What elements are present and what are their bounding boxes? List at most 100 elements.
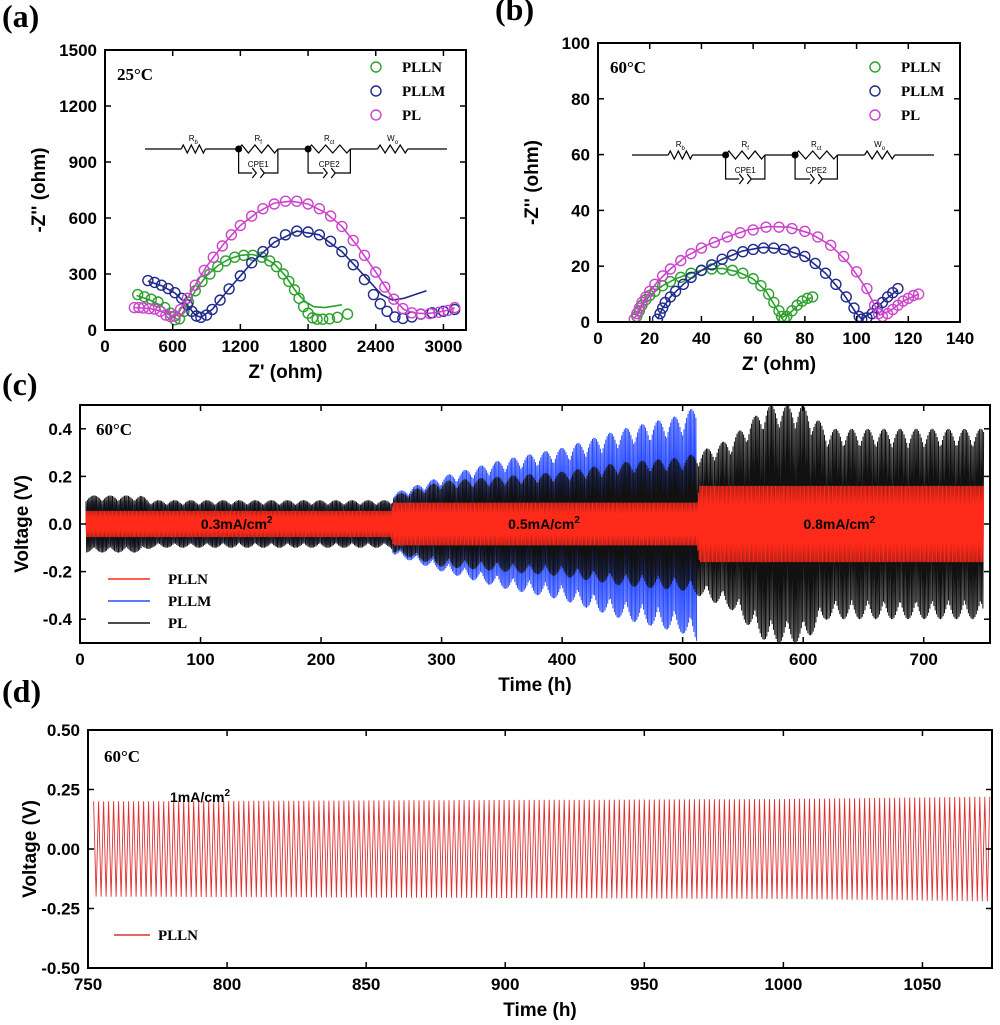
axes-frame <box>104 49 467 331</box>
cpe-symbol <box>330 167 336 179</box>
data-point-pl <box>649 278 661 291</box>
data-point-pl <box>137 302 150 314</box>
circuit-label-main: R <box>189 134 195 143</box>
data-point-pl <box>291 195 303 207</box>
data-point-pllm <box>677 278 690 291</box>
x-tick-label: 0 <box>75 650 84 669</box>
current-density-value: 1mA/cm <box>170 789 224 805</box>
data-point-plln <box>283 275 295 288</box>
data-point-pl <box>656 270 669 282</box>
cpe-symbol <box>322 167 328 179</box>
y-tick-label: 0.25 <box>47 781 80 800</box>
x-tick-label: 20 <box>640 329 659 348</box>
circuit-label-sub: o <box>882 146 886 152</box>
x-tick-label: 600 <box>159 337 187 356</box>
data-point-pl <box>257 202 269 215</box>
data-point-pllm <box>291 225 303 237</box>
panel-b: 0 20 40 60 80 100 120 140 0 20 40 60 80 100 Z' (ohm) -Z… <box>495 0 974 375</box>
data-point-pl <box>685 247 697 260</box>
data-point-pl <box>379 281 391 293</box>
data-point-pllm <box>830 278 842 291</box>
data-point-pl <box>773 221 785 233</box>
circuit-label: Rct <box>811 140 822 152</box>
data-point-pllm <box>726 249 739 261</box>
warburg-element <box>377 143 409 155</box>
x-axis-label: Time (h) <box>498 675 572 696</box>
x-tick-label: 0 <box>593 329 602 348</box>
cpe-wire <box>307 149 324 174</box>
y-tick-label: 80 <box>571 90 590 109</box>
current-density-label: 0.3mA/cm2 <box>201 515 273 532</box>
data-point-pl <box>245 210 258 222</box>
data-point-pllm <box>245 257 258 269</box>
data-point-plln <box>801 292 814 304</box>
axes-frame <box>79 404 991 644</box>
cpe-wire <box>264 149 279 174</box>
circuit-label-sub: o <box>395 140 399 146</box>
legend-label: PLLN <box>901 60 941 76</box>
y-tick-label: 1500 <box>59 41 97 60</box>
voltage-trace-plln <box>93 796 991 902</box>
circuit-label: Wo <box>387 134 399 146</box>
circuit-label-main: W <box>874 140 882 149</box>
x-tick-label: 400 <box>548 650 576 669</box>
legend-marker <box>869 109 881 121</box>
circuit-label-main: R <box>676 140 682 149</box>
y-axis-label: Voltage (V) <box>20 800 41 898</box>
cpe-wire <box>335 149 351 174</box>
data-point-plln <box>204 268 216 280</box>
y-tick-label: -0.25 <box>41 900 80 919</box>
current-density-label: 1mA/cm2 <box>170 788 230 805</box>
data-point-pllm <box>347 258 359 271</box>
circuit-label: Rb <box>676 140 686 152</box>
legend-label: PLLN <box>168 572 208 588</box>
circuit-label: Rb <box>189 134 199 146</box>
x-tick-label: 800 <box>213 975 241 994</box>
data-point-pllm <box>257 245 269 258</box>
x-tick-label: 900 <box>491 975 519 994</box>
data-point-plln <box>138 291 151 303</box>
x-tick-label: 300 <box>427 650 455 669</box>
data-point-pl <box>760 221 772 233</box>
data-point-pl <box>708 236 721 249</box>
cpe-label: CPE1 <box>735 166 756 175</box>
panel-label: (d) <box>2 673 41 709</box>
x-tick-label: 750 <box>74 975 102 994</box>
cpe-wire <box>794 155 811 180</box>
warburg-element <box>864 149 896 161</box>
data-point-pl <box>799 225 811 238</box>
data-point-plln <box>778 313 790 322</box>
current-density-sup: 2 <box>224 788 230 799</box>
x-tick-label: 100 <box>842 329 870 348</box>
fit-line-pllm <box>147 230 427 319</box>
data-point-pl <box>397 302 409 315</box>
data-point-pllm <box>367 288 380 301</box>
data-point-pl <box>143 302 155 315</box>
data-point-pl <box>907 289 920 302</box>
data-point-pl <box>154 305 166 318</box>
y-tick-label: 60 <box>571 146 590 165</box>
cpe-wire <box>751 155 766 180</box>
data-point-pl <box>336 220 348 233</box>
x-tick-label: 2400 <box>357 337 395 356</box>
cpe-label: CPE2 <box>806 166 827 175</box>
data-point-plln <box>747 273 759 285</box>
plot-area <box>85 405 985 643</box>
resistor-rb <box>180 143 206 155</box>
data-point-plln <box>664 275 677 288</box>
data-point-plln <box>755 280 767 292</box>
data-point-pllm <box>695 264 708 277</box>
data-point-pllm <box>788 246 801 258</box>
y-tick-label: 0.4 <box>48 420 72 439</box>
x-tick-label: 500 <box>668 650 696 669</box>
data-point-plln <box>311 313 323 325</box>
current-density-value: 0.3mA/cm <box>201 516 267 532</box>
data-point-plln <box>277 268 289 280</box>
data-point-pllm <box>656 302 669 314</box>
data-point-pl <box>786 222 798 235</box>
legend-label: PLLM <box>901 84 944 100</box>
panel-c: 0 100 200 300 400 500 600 700 -0.4 -0.2 0.0 0.2 0.4 T… <box>2 366 991 696</box>
data-point-plln <box>317 313 329 325</box>
circuit-label: Rf <box>742 140 750 152</box>
